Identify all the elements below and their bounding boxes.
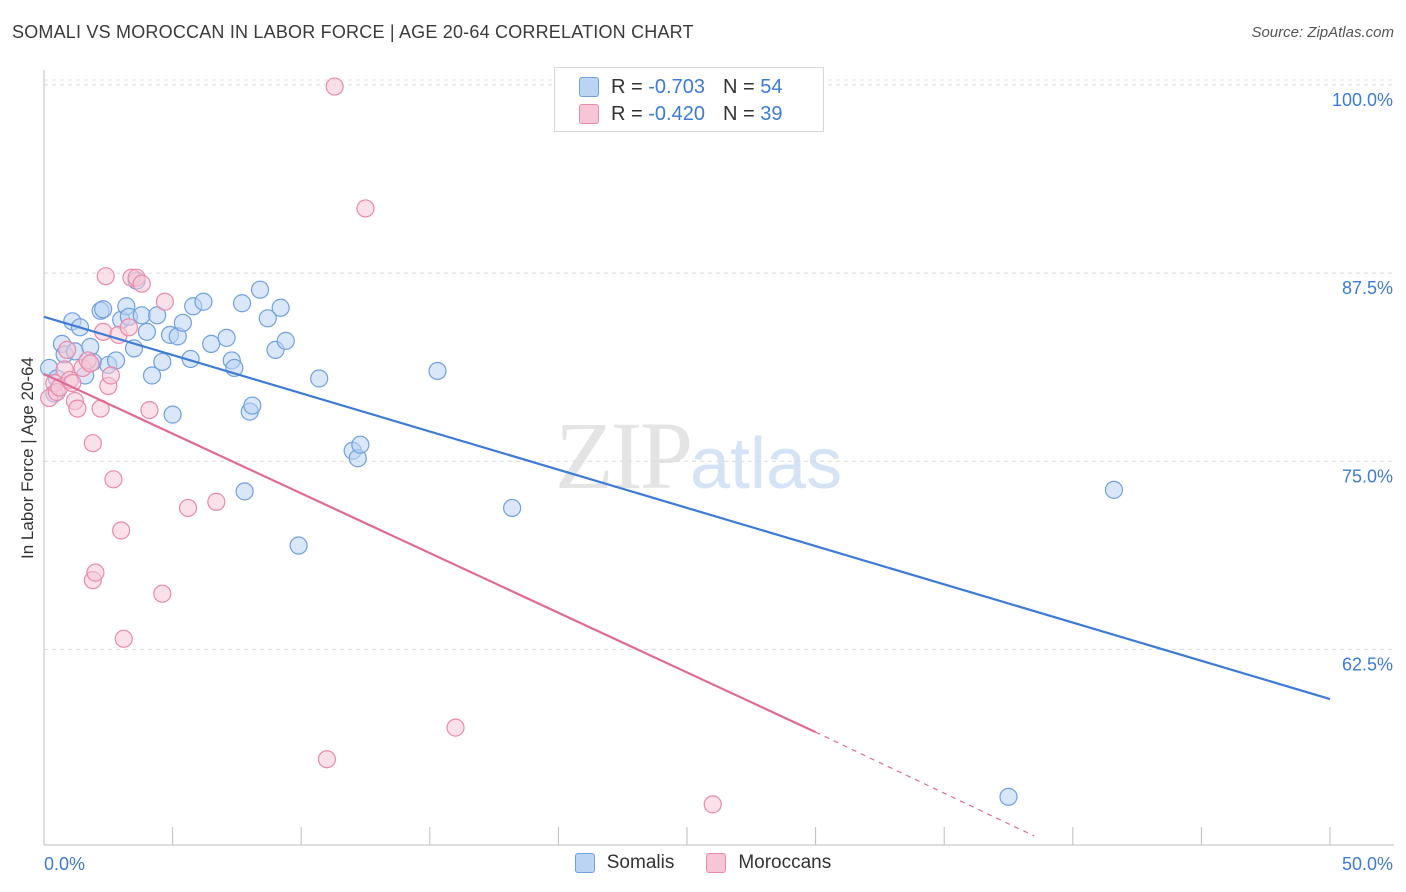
moroccan-point <box>140 400 159 420</box>
x-tick-label: 0.0% <box>44 854 85 874</box>
somali-point <box>217 328 236 347</box>
somali-point <box>310 369 329 388</box>
series-label-moroccans: Moroccans <box>738 852 832 873</box>
legend-r-label: R = <box>611 75 643 98</box>
moroccan-point <box>703 795 722 814</box>
moroccan-point <box>317 750 337 769</box>
somali-point <box>173 313 192 332</box>
series-swatch-somalis <box>574 853 595 873</box>
moroccan-point <box>68 399 87 418</box>
somali-point <box>132 306 151 325</box>
legend-n-label: N = <box>722 102 755 125</box>
legend-n-value: 54 <box>760 75 783 98</box>
legend-n-label: N = <box>722 75 755 98</box>
moroccan-point <box>207 492 226 511</box>
source-credit: Source: ZipAtlas.com <box>1251 24 1394 41</box>
somali-point <box>243 396 262 415</box>
moroccan-trend-extension <box>815 731 1035 837</box>
moroccan-point <box>112 521 131 540</box>
y-tick-label: 100.0% <box>1332 90 1393 110</box>
somali-point <box>194 292 213 311</box>
somali-point <box>142 366 162 385</box>
moroccan-point <box>81 354 100 373</box>
watermark: ZIPatlas <box>555 400 842 511</box>
moroccan-point <box>178 498 198 518</box>
y-tick-label: 87.5% <box>1342 278 1393 298</box>
somali-point <box>148 306 167 325</box>
moroccan-point <box>58 340 77 360</box>
series-legend-somalis[interactable]: Somalis <box>574 852 675 874</box>
legend-r-label: R = <box>611 102 643 125</box>
moroccan-point <box>114 629 133 648</box>
somali-point <box>232 294 252 313</box>
somali-point <box>94 300 113 319</box>
legend: R = -0.703 N = 54 R = -0.420 N = 39 <box>554 67 824 132</box>
chart-title: SOMALI VS MOROCCAN IN LABOR FORCE | AGE … <box>12 22 694 42</box>
moroccan-point <box>119 318 138 337</box>
moroccan-point <box>101 366 120 385</box>
somali-point <box>271 298 290 317</box>
somali-point <box>428 361 447 381</box>
legend-swatch-moroccans <box>579 104 599 124</box>
moroccan-point <box>155 292 174 311</box>
moroccan-point <box>83 434 102 453</box>
series-legend-moroccans[interactable]: Moroccans <box>706 852 831 874</box>
series-label-somalis: Somalis <box>606 852 675 873</box>
somali-trend-line <box>43 315 1331 701</box>
legend-row-somalis: R = -0.703 N = 54 <box>579 75 782 99</box>
somali-point <box>137 322 156 341</box>
moroccan-point <box>446 718 465 737</box>
series-swatch-moroccans <box>706 853 727 873</box>
somali-point <box>289 536 308 555</box>
moroccan-point <box>104 470 123 489</box>
moroccan-point <box>96 267 115 286</box>
moroccan-trend-line <box>43 372 817 734</box>
moroccan-point <box>356 199 375 218</box>
somali-point <box>235 482 254 501</box>
somali-point <box>276 331 295 350</box>
somali-point <box>1104 480 1124 499</box>
somali-point <box>999 787 1018 806</box>
y-tick-label: 75.0% <box>1342 466 1393 486</box>
series-legend: Somalis Moroccans <box>0 852 1406 874</box>
somali-point <box>163 405 182 424</box>
x-tick-label: 50.0% <box>1342 854 1393 874</box>
somali-point <box>258 309 277 328</box>
moroccan-point <box>153 584 172 603</box>
somali-point <box>106 351 126 370</box>
watermark-atlas: atlas <box>690 424 843 504</box>
somali-point <box>503 498 522 518</box>
legend-row-moroccans: R = -0.420 N = 39 <box>579 102 782 126</box>
y-tick-label: 62.5% <box>1342 654 1393 674</box>
legend-swatch-somalis <box>579 77 599 97</box>
legend-r-value: -0.703 <box>648 75 705 98</box>
moroccan-point <box>86 563 105 582</box>
somali-point <box>250 280 270 299</box>
moroccan-point <box>325 77 344 96</box>
somali-point <box>153 352 172 372</box>
legend-n-value: 39 <box>760 102 783 125</box>
watermark-zip: ZIP <box>555 402 693 509</box>
somali-point <box>202 334 221 353</box>
somali-point <box>351 435 370 454</box>
legend-r-value: -0.420 <box>648 102 705 125</box>
moroccan-point <box>132 274 151 293</box>
